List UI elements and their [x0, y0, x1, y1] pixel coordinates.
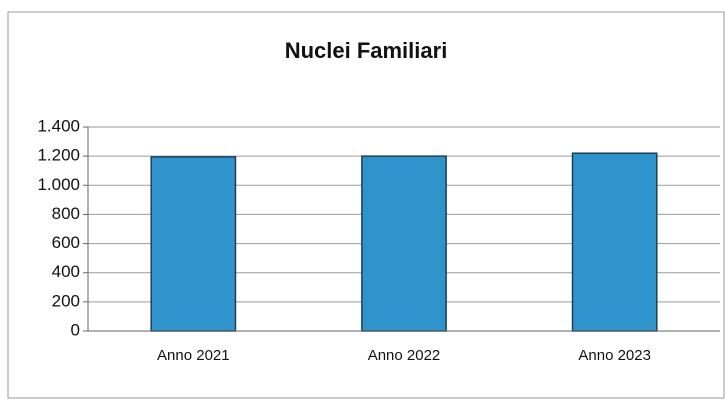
x-tick-label: Anno 2023 — [578, 347, 651, 364]
bar — [150, 156, 237, 332]
bar — [571, 152, 658, 332]
bar — [361, 155, 447, 332]
y-tick-label: 1.200 — [37, 146, 80, 165]
y-tick-label: 0 — [71, 320, 80, 339]
chart-title: Nuclei Familiari — [285, 38, 448, 63]
x-tick-label: Anno 2022 — [368, 347, 441, 364]
y-tick-label: 400 — [52, 262, 80, 281]
y-tick-label: 600 — [52, 233, 80, 252]
y-tick-label: 1.400 — [37, 116, 80, 135]
y-tick-label: 200 — [52, 291, 80, 310]
y-tick-label: 800 — [52, 204, 80, 223]
y-tick-label: 1.000 — [37, 175, 80, 194]
x-tick-label: Anno 2021 — [157, 347, 230, 364]
